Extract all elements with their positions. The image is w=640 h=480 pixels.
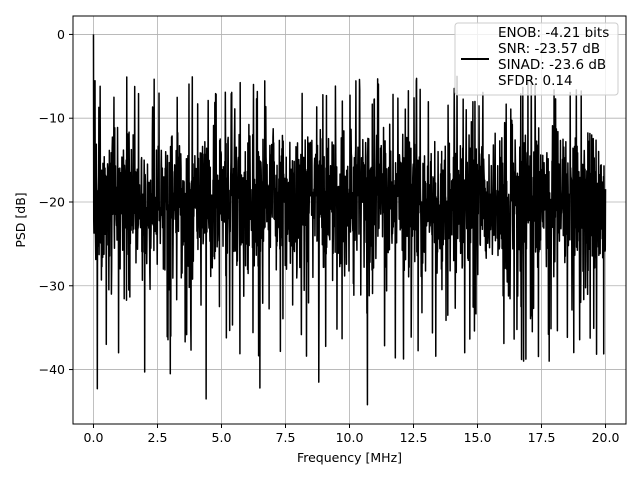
plot-area bbox=[92, 34, 607, 406]
legend-box bbox=[454, 22, 619, 96]
x-tick-label: 7.5 bbox=[276, 430, 296, 445]
y-tick-label: −40 bbox=[39, 362, 65, 377]
y-tick-label: −30 bbox=[39, 278, 65, 293]
series-line bbox=[92, 34, 607, 406]
legend-entry-line: SINAD: -23.6 dB bbox=[498, 57, 606, 73]
x-axis-label: Frequency [MHz] bbox=[297, 450, 402, 465]
legend-entry-line: SNR: -23.57 dB bbox=[498, 41, 600, 57]
x-tick-label: 10.0 bbox=[336, 430, 364, 445]
y-tick-label: 0 bbox=[57, 27, 65, 42]
x-tick-label: 12.5 bbox=[400, 430, 428, 445]
legend-entry-line: SFDR: 0.14 bbox=[498, 73, 573, 89]
x-tick-label: 20.0 bbox=[592, 430, 620, 445]
axes: 0.0 2.5 5.0 7.5 10.0 12.5 15.0 17.5 20.0 0 −10 −20 −… bbox=[13, 15, 627, 465]
x-tick-label: 17.5 bbox=[528, 430, 556, 445]
x-tick-label: 2.5 bbox=[148, 430, 168, 445]
y-tick-label: −20 bbox=[39, 194, 65, 209]
x-tick-label: 15.0 bbox=[464, 430, 492, 445]
y-axis-label: PSD [dB] bbox=[13, 192, 28, 247]
legend-entry-line: ENOB: -4.21 bits bbox=[498, 25, 609, 41]
x-tick-label: 0.0 bbox=[84, 430, 104, 445]
y-tick-label: −10 bbox=[39, 111, 65, 126]
x-tick-label: 5.0 bbox=[212, 430, 232, 445]
